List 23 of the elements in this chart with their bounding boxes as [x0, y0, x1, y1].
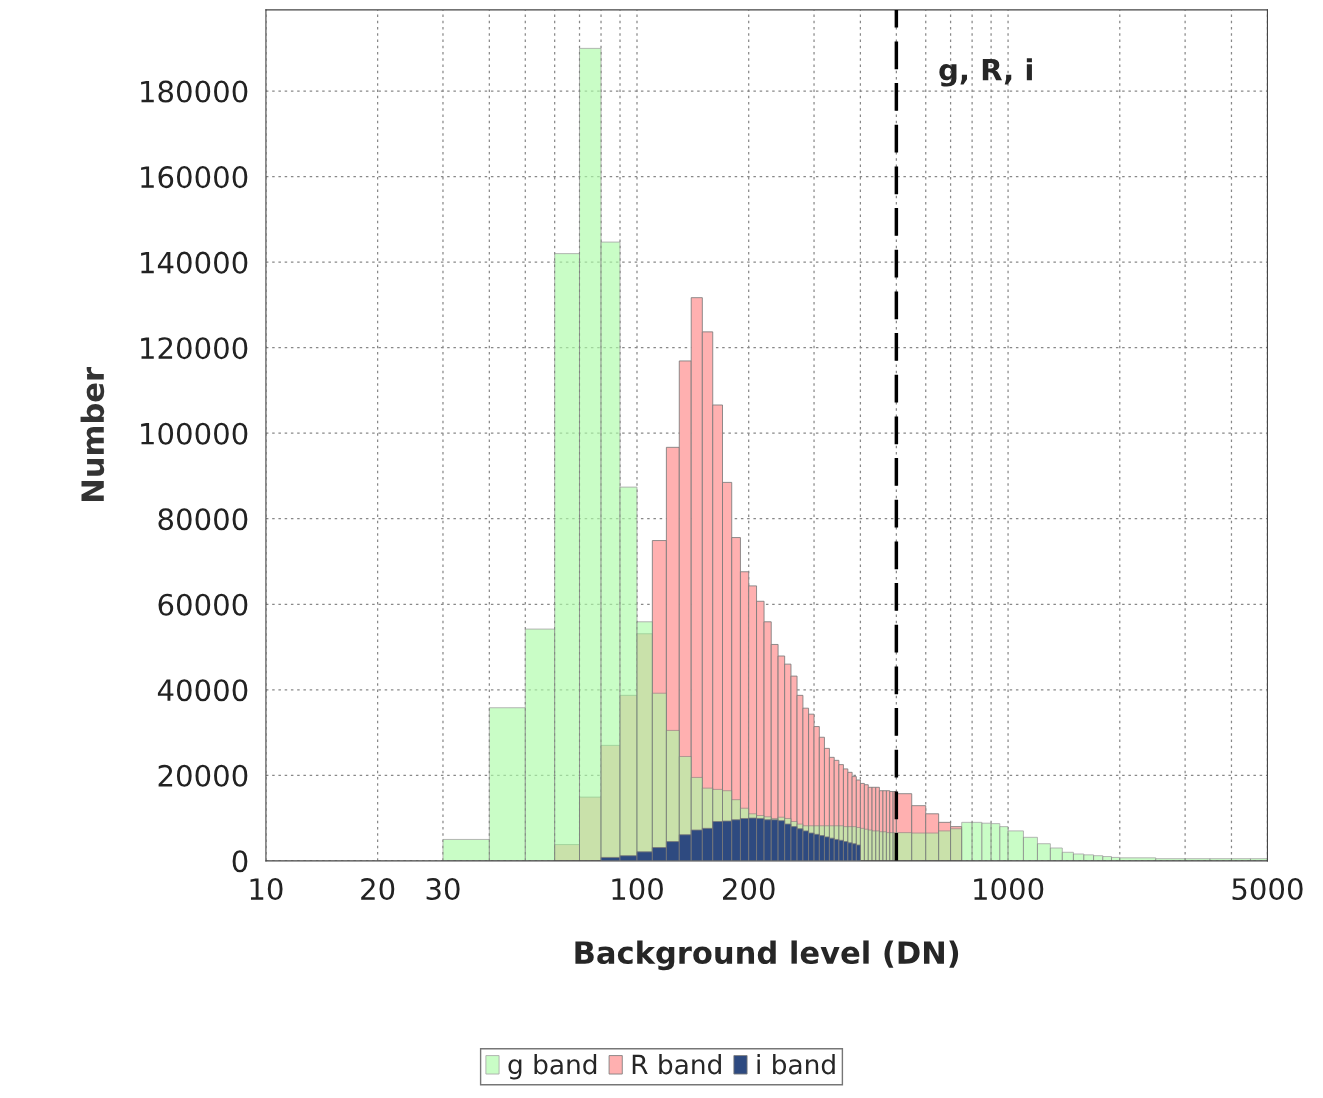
- x-tick-label: 20: [361, 878, 395, 901]
- y-tick-label: 180000: [141, 80, 248, 103]
- y-tick-label: 140000: [141, 251, 248, 274]
- y-tick-label: 40000: [157, 679, 248, 702]
- legend-label: g band: [508, 1053, 597, 1080]
- y-tick-label: 100000: [141, 422, 248, 445]
- x-tick-label: 1000: [974, 878, 1044, 901]
- x-tick-label: 200: [723, 878, 775, 901]
- y-tick-label: 160000: [141, 166, 248, 189]
- y-tick-label: 80000: [158, 508, 248, 531]
- legend-label: R band: [632, 1053, 721, 1075]
- x-tick-label: 5000: [1232, 878, 1303, 901]
- x-tick-label: 100: [612, 878, 663, 901]
- y-tick-label: 60000: [158, 593, 248, 616]
- y-tick-label: 0: [232, 850, 248, 873]
- y-tick-label: 20000: [158, 764, 248, 787]
- y-tick-label: 120000: [141, 337, 248, 360]
- y-axis-title: Number: [80, 367, 105, 501]
- x-axis-title: Background level (DN): [575, 940, 959, 971]
- x-tick-label: 30: [426, 878, 460, 901]
- x-tick-label: 10: [250, 878, 283, 901]
- ref-line-label: g, R, i: [939, 58, 1032, 87]
- legend-label: i band: [757, 1053, 835, 1075]
